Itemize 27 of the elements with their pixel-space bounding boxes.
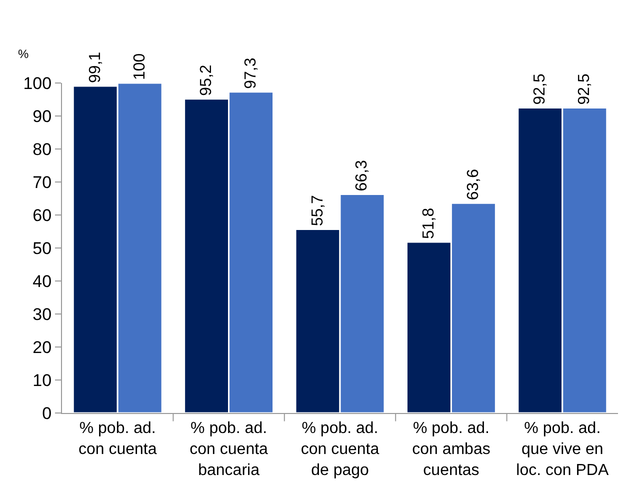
y-tick-label: 70	[32, 172, 52, 192]
x-tick-label: % pob. ad. con cuenta de pago	[300, 420, 380, 479]
data-label: 55,7	[309, 194, 326, 226]
data-label: 99,1	[86, 52, 104, 83]
data-label: 100	[131, 53, 148, 80]
y-tick-label: 10	[32, 370, 52, 390]
y-tick-label: 40	[32, 272, 52, 291]
x-tick-label: % pob. ad. con cuenta	[78, 420, 157, 458]
y-tick-label: 30	[32, 304, 52, 324]
x-tick-label: % pob. ad. con ambas cuentas	[412, 420, 490, 479]
data-label: 51,8	[420, 208, 438, 240]
y-tick-label: 100	[23, 74, 52, 93]
y-tick-label: 60	[32, 206, 52, 225]
data-label: 66,3	[354, 160, 371, 192]
x-tick-label: % pob. ad. que vive en loc. con PDA	[516, 420, 609, 479]
data-label: 92,5	[576, 74, 594, 105]
y-tick-label: 0	[42, 404, 52, 423]
x-tick-label: % pob. ad. con cuenta bancaria	[190, 420, 268, 479]
y-tick-label: 20	[32, 338, 52, 357]
data-label: 95,2	[198, 64, 216, 96]
y-tick-label: 90	[32, 106, 52, 126]
data-label: 97,3	[242, 58, 260, 89]
data-label: 63,6	[464, 168, 482, 200]
data-label: 92,5	[532, 74, 549, 105]
y-tick-label: 50	[32, 238, 52, 258]
y-axis-title: %	[18, 47, 29, 61]
y-tick-label: 80	[32, 140, 52, 159]
